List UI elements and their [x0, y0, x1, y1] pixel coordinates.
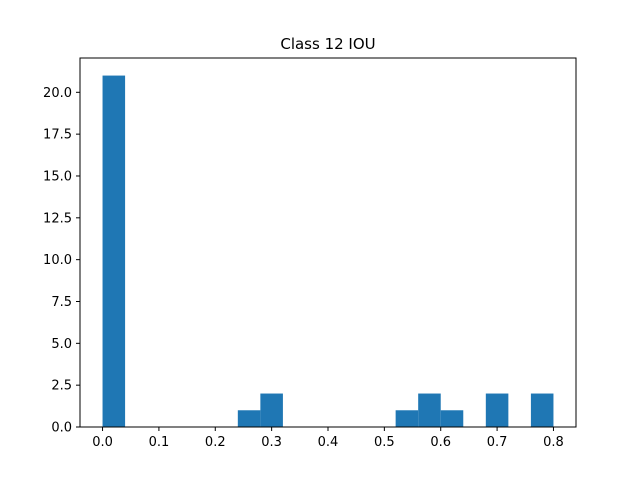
x-tick-label: 0.2	[205, 435, 226, 450]
y-tick-label: 7.5	[51, 295, 72, 310]
x-tick-label: 0.3	[261, 435, 282, 450]
histogram-bar-4	[418, 393, 441, 427]
y-tick-label: 0.0	[51, 421, 72, 436]
x-tick-label: 0.4	[318, 435, 339, 450]
x-tick-label: 0.6	[430, 435, 451, 450]
y-tick-label: 20.0	[43, 86, 72, 101]
histogram-bar-2	[260, 393, 283, 427]
chart-title: Class 12 IOU	[280, 35, 375, 53]
x-tick-label: 0.8	[543, 435, 564, 450]
x-axis: 0.0 0.1 0.2 0.3 0.4 0.5 0.6 0.7 0.8	[92, 427, 564, 450]
x-tick-label: 0.0	[92, 435, 113, 450]
histogram-bar-5	[440, 410, 464, 427]
histogram-bar-3	[395, 410, 419, 427]
histogram-bar-1	[237, 410, 261, 427]
x-tick-label: 0.7	[487, 435, 508, 450]
y-tick-label: 5.0	[51, 337, 72, 352]
y-tick-label: 10.0	[43, 253, 72, 268]
histogram-bar-7	[530, 393, 554, 427]
y-tick-label: 17.5	[43, 128, 72, 143]
y-axis: 0.0 2.5 5.0 7.5 10.0 12.5 15.0 17.5 20.0	[43, 86, 80, 436]
histogram-bar-0	[102, 75, 126, 428]
plot-frame	[79, 57, 577, 428]
x-tick-label: 0.5	[374, 435, 395, 450]
y-tick-label: 15.0	[43, 169, 72, 184]
x-tick-label: 0.1	[149, 435, 170, 450]
bars-group	[102, 75, 554, 428]
y-tick-label: 12.5	[43, 211, 72, 226]
y-tick-label: 2.5	[51, 379, 72, 394]
histogram-bar-6	[485, 393, 509, 427]
